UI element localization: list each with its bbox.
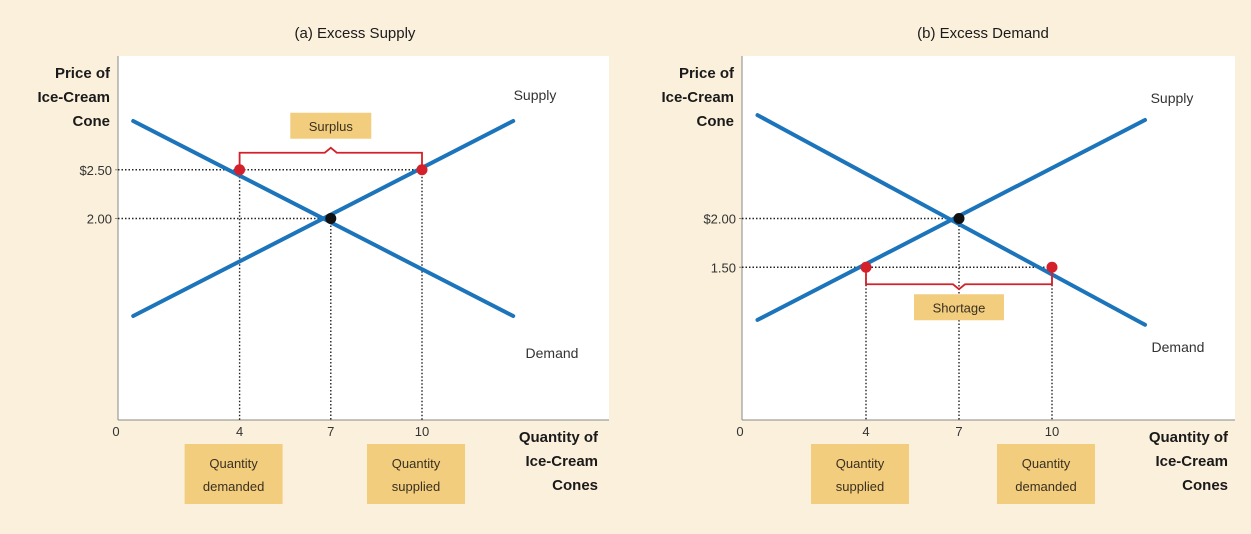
b-x-tick-label: 4	[862, 424, 869, 439]
b-x-axis-label: Cones	[1182, 477, 1228, 494]
b-y-axis-label: Cone	[697, 113, 735, 130]
b-chart-title: (b) Excess Demand	[917, 25, 1049, 42]
b-y-tick-label: $2.00	[703, 212, 736, 227]
a-y-axis-label: Cone	[73, 113, 111, 130]
b-quantity-callout-text: Quantity	[1022, 456, 1071, 471]
b-quantity-callout-box	[811, 444, 909, 504]
a-gap-label: Surplus	[309, 119, 354, 134]
b-gap-point	[1046, 261, 1058, 273]
a-y-axis-label: Price of	[55, 65, 111, 82]
b-demand-curve	[755, 113, 1147, 327]
a-y-tick-label: $2.50	[79, 163, 112, 178]
b-x-axis-label: Ice-Cream	[1155, 453, 1228, 470]
panel-excess-supply: (a) Excess Supply Price of Ice-Cream Cone Qu…	[37, 25, 609, 504]
a-gap-callout-box	[290, 112, 372, 139]
b-supply-label: Supply	[1151, 90, 1194, 106]
b-gap-point	[860, 261, 872, 273]
a-demand-label: Demand	[526, 345, 579, 361]
a-quantity-callout-text: Quantity	[392, 456, 441, 471]
a-equilibrium-point	[325, 213, 337, 224]
a-x-tick-label: 0	[112, 424, 119, 439]
b-x-axis-label: Quantity of	[1149, 429, 1229, 446]
b-quantity-callout-text: demanded	[1015, 479, 1076, 494]
a-y-tick-label: 2.00	[87, 212, 112, 227]
b-quantity-callout-text: supplied	[836, 479, 884, 494]
b-gap-callout-box	[914, 294, 1004, 321]
a-x-axis-label: Quantity of	[519, 429, 599, 446]
b-gap-label: Shortage	[933, 300, 986, 315]
a-gap-point	[234, 164, 246, 176]
a-gap-bracket	[238, 146, 423, 166]
a-y-axis-label: Ice-Cream	[37, 89, 110, 106]
a-gap-point	[416, 164, 428, 176]
a-x-axis-label: Cones	[552, 477, 598, 494]
b-y-axis-label: Price of	[679, 65, 735, 82]
a-quantity-callout-box	[184, 444, 283, 504]
a-demand-curve	[131, 119, 516, 318]
b-x-tick-label: 10	[1045, 424, 1059, 439]
b-quantity-callout-text: Quantity	[836, 456, 885, 471]
a-quantity-callout-text: demanded	[203, 479, 264, 494]
b-quantity-callout-box	[997, 444, 1095, 504]
a-x-tick-label: 10	[415, 424, 429, 439]
a-x-tick-label: 7	[327, 424, 334, 439]
a-x-axis-label: Ice-Cream	[525, 453, 598, 470]
b-x-tick-label: 0	[736, 424, 743, 439]
b-demand-label: Demand	[1152, 339, 1205, 355]
panel-excess-demand: (b) Excess Demand Price of Ice-Cream Cone Qu…	[661, 25, 1235, 504]
b-y-tick-label: 1.50	[711, 260, 736, 275]
b-y-axis-label: Ice-Cream	[661, 89, 734, 106]
a-quantity-callout-box	[367, 444, 465, 504]
b-equilibrium-point	[953, 213, 965, 224]
a-chart-title: (a) Excess Supply	[295, 25, 416, 42]
a-x-tick-label: 4	[236, 424, 243, 439]
a-quantity-callout-text: Quantity	[209, 456, 258, 471]
b-gap-bracket	[865, 271, 1053, 291]
b-x-tick-label: 7	[955, 424, 962, 439]
a-supply-label: Supply	[514, 87, 557, 103]
a-quantity-callout-text: supplied	[392, 479, 440, 494]
